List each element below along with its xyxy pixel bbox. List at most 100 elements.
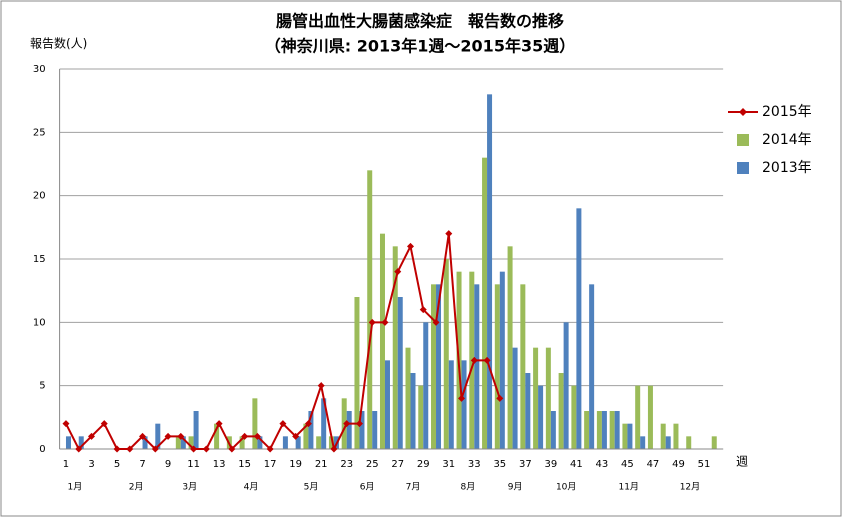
bar <box>193 411 199 449</box>
y-tick-label: 5 <box>39 381 45 392</box>
bar <box>239 436 245 449</box>
x-axis-label: 週 <box>736 455 748 469</box>
month-label: 5月 <box>304 482 319 493</box>
marker <box>266 445 274 453</box>
bar <box>367 170 373 450</box>
marker <box>317 382 325 390</box>
bar <box>571 385 577 449</box>
bar <box>507 246 513 449</box>
bar <box>316 436 322 449</box>
marker <box>292 432 300 440</box>
x-tick-label: 39 <box>544 459 557 470</box>
x-tick-label: 37 <box>519 459 532 470</box>
bar <box>379 233 385 449</box>
y-tick-label: 30 <box>33 64 46 75</box>
bar <box>359 411 365 449</box>
x-tick-label: 11 <box>187 459 200 470</box>
y-tick-label: 10 <box>33 317 46 328</box>
marker <box>177 432 185 440</box>
bar <box>499 271 505 449</box>
bar <box>525 373 531 449</box>
bar <box>609 411 615 449</box>
bar <box>346 411 352 449</box>
month-label: 7月 <box>406 482 421 493</box>
month-label: 2月 <box>129 482 144 493</box>
x-tick-label: 15 <box>238 459 251 470</box>
x-tick-label: 47 <box>647 459 660 470</box>
bar <box>436 284 442 449</box>
marker <box>330 445 338 453</box>
marker <box>470 356 478 364</box>
bar <box>78 436 84 449</box>
x-tick-label: 17 <box>264 459 277 470</box>
marker <box>279 420 287 428</box>
x-tick-label: 9 <box>165 459 171 470</box>
chart-subtitle: （神奈川県: 2013年1週～2015年35週） <box>265 37 575 56</box>
bar <box>660 423 666 449</box>
month-label: 12月 <box>680 482 700 493</box>
x-tick-label: 35 <box>493 459 506 470</box>
bar <box>635 385 641 449</box>
marker <box>432 318 440 326</box>
bar <box>550 411 556 449</box>
bar <box>614 411 620 449</box>
marker <box>407 242 414 250</box>
x-tick-label: 41 <box>570 459 583 470</box>
y-tick-label: 20 <box>33 191 46 202</box>
bar <box>155 423 161 449</box>
bar <box>214 423 220 449</box>
bar <box>282 436 288 449</box>
bar <box>487 94 493 449</box>
bar <box>257 436 263 449</box>
bar <box>627 423 633 449</box>
bar <box>443 259 449 449</box>
marker <box>113 445 121 453</box>
marker <box>151 445 159 453</box>
marker <box>355 420 363 428</box>
bar <box>665 436 671 449</box>
bar <box>545 347 551 449</box>
month-label: 4月 <box>244 482 259 493</box>
x-tick-label: 1 <box>63 459 69 470</box>
bar <box>448 360 454 449</box>
legend-swatch <box>737 134 749 146</box>
marker <box>241 432 249 440</box>
bar <box>321 398 327 449</box>
bar <box>384 360 390 449</box>
bar <box>252 398 258 449</box>
bar <box>576 208 582 449</box>
bar <box>354 297 360 449</box>
x-tick-label: 27 <box>391 459 404 470</box>
x-tick-label: 51 <box>698 459 711 470</box>
bar <box>711 436 717 449</box>
marker <box>164 432 172 440</box>
marker <box>62 420 70 428</box>
marker <box>215 420 223 428</box>
x-tick-label: 43 <box>596 459 609 470</box>
month-label: 10月 <box>556 482 576 493</box>
month-label: 11月 <box>618 482 638 493</box>
y-tick-label: 25 <box>33 127 46 138</box>
bar <box>175 436 181 449</box>
bar <box>584 411 590 449</box>
bar <box>558 373 564 449</box>
bar <box>533 347 539 449</box>
bar <box>520 284 526 449</box>
month-label: 1月 <box>68 482 83 493</box>
x-tick-label: 21 <box>315 459 328 470</box>
bar <box>405 347 411 449</box>
bar <box>423 322 429 449</box>
bar <box>142 436 148 449</box>
x-tick-label: 31 <box>442 459 455 470</box>
legend-marker <box>739 108 747 116</box>
bar <box>303 423 309 449</box>
marker <box>381 318 389 326</box>
legend-label: 2013年 <box>762 160 812 176</box>
x-tick-label: 19 <box>289 459 302 470</box>
bar <box>589 284 595 449</box>
bar <box>563 322 569 449</box>
marker <box>394 268 402 276</box>
x-tick-label: 7 <box>139 459 145 470</box>
bar <box>392 246 398 449</box>
